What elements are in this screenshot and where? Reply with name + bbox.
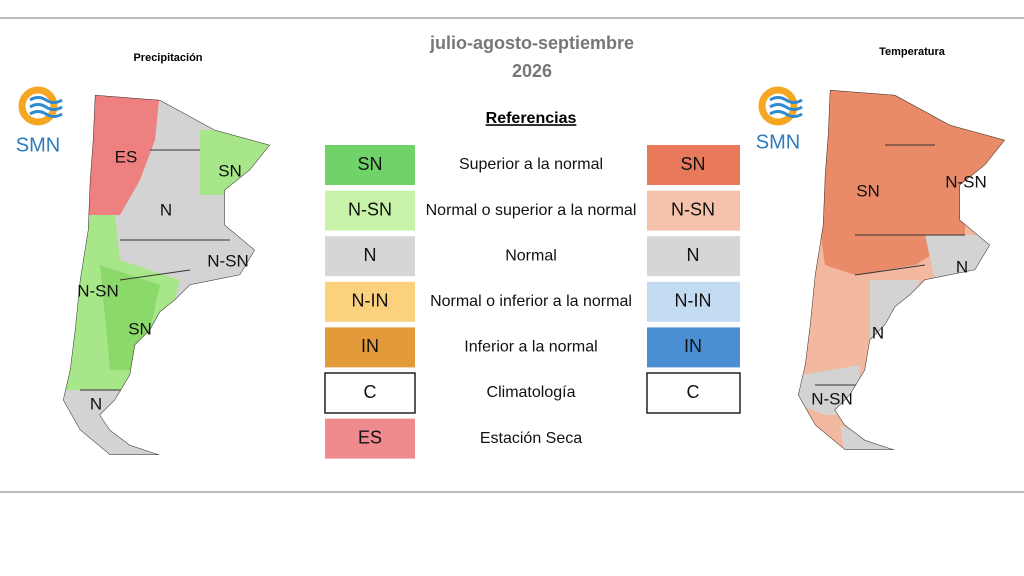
logo: SMN bbox=[756, 86, 803, 153]
map-label: N bbox=[160, 200, 172, 219]
legend-swatch bbox=[647, 281, 740, 322]
legend-code: N-IN bbox=[675, 291, 712, 311]
map-label: N-SN bbox=[811, 389, 853, 408]
legend-description: Normal o inferior a la normal bbox=[430, 293, 632, 310]
logo-text: SMN bbox=[756, 131, 800, 153]
legend-title: Referencias bbox=[486, 110, 577, 127]
map-label: N-SN bbox=[77, 281, 119, 300]
legend-swatch bbox=[325, 281, 415, 322]
legend-description: Normal bbox=[505, 247, 557, 264]
legend-swatch bbox=[647, 190, 740, 231]
legend-swatch bbox=[646, 372, 741, 414]
legend-description: Estación Seca bbox=[480, 430, 582, 447]
legend-swatch bbox=[324, 372, 416, 414]
legend-description: Inferior a la normal bbox=[464, 339, 597, 356]
legend-description: Superior a la normal bbox=[459, 156, 603, 173]
map-label: N bbox=[90, 394, 102, 413]
legend-swatch bbox=[647, 236, 740, 277]
legend-description: Climatología bbox=[487, 384, 576, 401]
legend-swatch bbox=[325, 190, 415, 231]
map-label: N bbox=[872, 323, 884, 342]
map-label: N-SN bbox=[207, 251, 249, 270]
map-label: SN bbox=[218, 161, 242, 180]
legend-swatch bbox=[325, 327, 415, 368]
legend-code: N-SN bbox=[348, 199, 392, 219]
title: 2026 bbox=[512, 61, 552, 81]
map-label: SN bbox=[128, 319, 152, 338]
legend-swatch bbox=[325, 145, 415, 185]
legend-code: SN bbox=[357, 154, 382, 174]
legend-description: Normal o superior a la normal bbox=[426, 202, 637, 219]
legend-code: IN bbox=[361, 336, 379, 356]
map-label: SN bbox=[856, 181, 880, 200]
map-label: N-SN bbox=[945, 172, 987, 191]
legend-swatch bbox=[325, 418, 415, 459]
legend-code: ES bbox=[358, 427, 382, 447]
legend-swatch bbox=[647, 327, 740, 368]
map-label: N bbox=[956, 257, 968, 276]
map-label: ES bbox=[115, 147, 138, 166]
legend-code: C bbox=[364, 382, 377, 402]
map-title: Precipitación bbox=[133, 52, 202, 64]
legend-swatch bbox=[325, 236, 415, 277]
legend-swatch bbox=[647, 145, 740, 185]
title: julio-agosto-septiembre bbox=[429, 33, 634, 53]
legend-code: N bbox=[687, 245, 700, 265]
logo-text: SMN bbox=[16, 134, 60, 156]
map bbox=[63, 95, 270, 455]
legend-code: C bbox=[687, 382, 700, 402]
legend-code: SN bbox=[680, 154, 705, 174]
legend-code: N-SN bbox=[671, 199, 715, 219]
legend-code: N bbox=[364, 245, 377, 265]
logo: SMN bbox=[16, 86, 63, 156]
legend-code: N-IN bbox=[352, 291, 389, 311]
legend: SN Superior a la normal SN N-SN Normal o sup… bbox=[324, 145, 741, 459]
map-title: Temperatura bbox=[879, 46, 946, 58]
legend-code: IN bbox=[684, 336, 702, 356]
